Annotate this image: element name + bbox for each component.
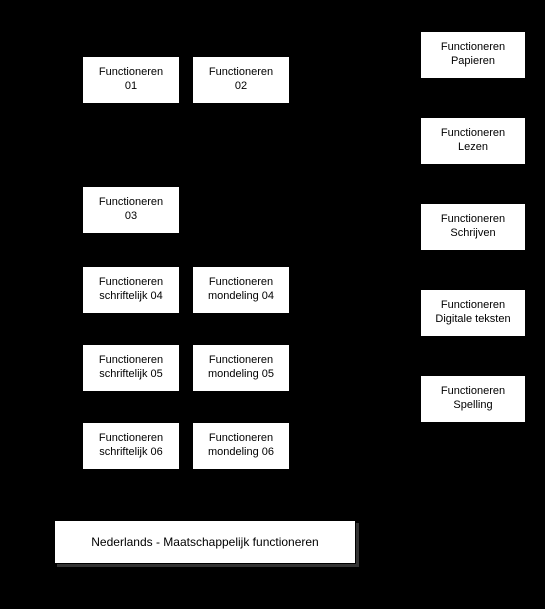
node-label: Functioneren02 [209, 66, 273, 94]
node-label: Functionerenmondeling 05 [208, 354, 274, 382]
node-label: FunctionerenPapieren [441, 41, 505, 69]
node-label: Functioneren01 [99, 66, 163, 94]
footer-box: Nederlands - Maatschappelijk functionere… [54, 520, 356, 564]
node-functioneren-01: Functioneren01 [82, 56, 180, 104]
node-label: FunctionerenDigitale teksten [435, 299, 510, 327]
node-mondeling-04: Functionerenmondeling 04 [192, 266, 290, 314]
node-lezen: FunctionerenLezen [420, 117, 526, 165]
node-label: Functionerenschriftelijk 06 [99, 432, 163, 460]
node-label: Functionerenschriftelijk 04 [99, 276, 163, 304]
node-schriftelijk-06: Functionerenschriftelijk 06 [82, 422, 180, 470]
node-mondeling-06: Functionerenmondeling 06 [192, 422, 290, 470]
node-schrijven: FunctionerenSchrijven [420, 203, 526, 251]
node-schriftelijk-04: Functionerenschriftelijk 04 [82, 266, 180, 314]
node-papieren: FunctionerenPapieren [420, 31, 526, 79]
node-mondeling-05: Functionerenmondeling 05 [192, 344, 290, 392]
node-spelling: FunctionerenSpelling [420, 375, 526, 423]
node-label: Functionerenmondeling 06 [208, 432, 274, 460]
footer-label: Nederlands - Maatschappelijk functionere… [91, 535, 318, 549]
node-label: Functionerenschriftelijk 05 [99, 354, 163, 382]
node-label: FunctionerenSchrijven [441, 213, 505, 241]
node-schriftelijk-05: Functionerenschriftelijk 05 [82, 344, 180, 392]
node-functioneren-03: Functioneren03 [82, 186, 180, 234]
node-label: FunctionerenSpelling [441, 385, 505, 413]
node-label: Functioneren03 [99, 196, 163, 224]
node-label: Functionerenmondeling 04 [208, 276, 274, 304]
node-digitale-teksten: FunctionerenDigitale teksten [420, 289, 526, 337]
node-label: FunctionerenLezen [441, 127, 505, 155]
node-functioneren-02: Functioneren02 [192, 56, 290, 104]
footer-content: Nederlands - Maatschappelijk functionere… [54, 520, 356, 564]
